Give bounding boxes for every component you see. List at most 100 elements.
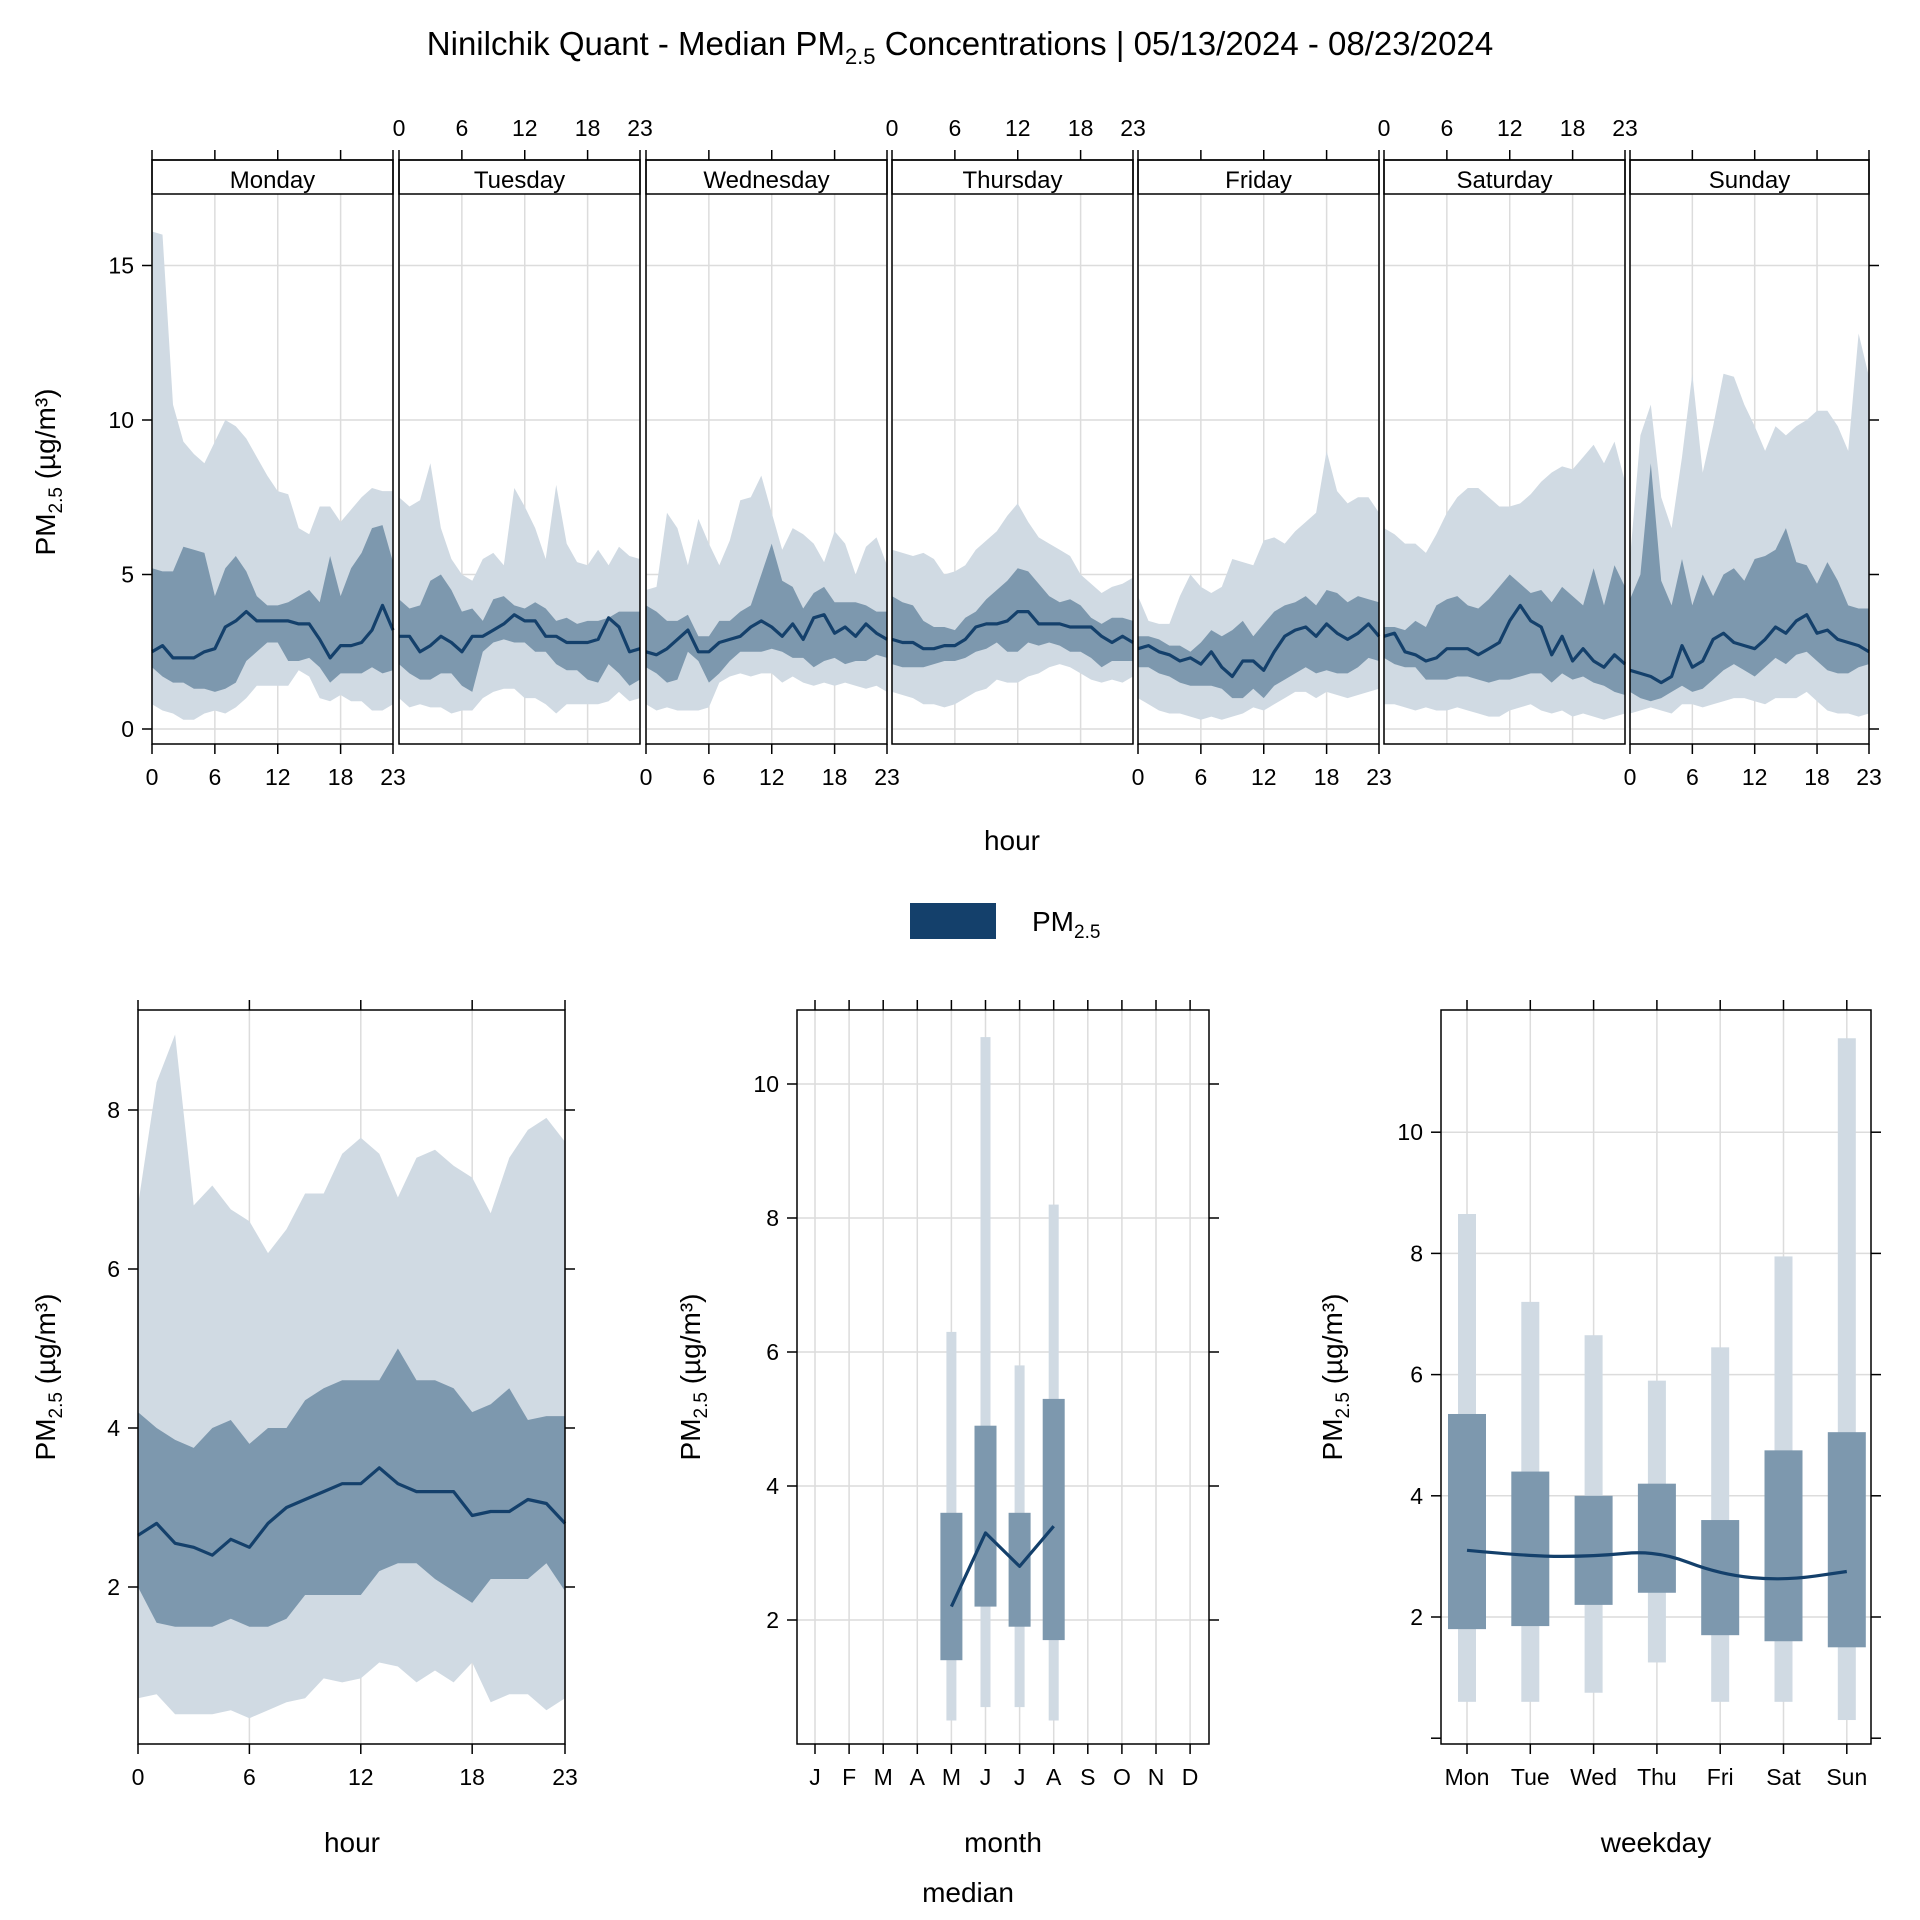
panel-frame	[151, 159, 394, 745]
y-label-main: PM	[675, 1418, 706, 1460]
panel-frame	[1383, 159, 1626, 745]
x-tick-label: 23	[380, 764, 406, 790]
strip	[645, 159, 888, 195]
legend-swatch	[910, 903, 996, 939]
y-tick-label: 6	[107, 1256, 120, 1282]
y-label-sub: 2.5	[46, 487, 67, 513]
x-tick-label: A	[1046, 1764, 1062, 1790]
x-tick-label: 0	[640, 764, 653, 790]
iqr-bar-a	[1042, 1398, 1065, 1641]
hour-chart: 2 4 6 8 0 6 12 18 23 PM2.5 (µg/m³) hour	[30, 1000, 578, 1858]
x-tick-label: 23	[627, 115, 653, 141]
x-tick-label: Fri	[1707, 1764, 1734, 1790]
panel-frame	[398, 159, 641, 745]
day-hour-chart: Monday 0 6 12 18 23 Tuesday 0 6 12 18 23 Wednesday 0 6…	[30, 115, 1882, 856]
x-tick-label: 0	[146, 764, 159, 790]
panel-wednesday: Wednesday 0 6 12 18 23	[640, 159, 900, 790]
panel-label-saturday: Saturday	[1456, 167, 1552, 194]
panel-friday: Friday 0 6 12 18 23	[1132, 159, 1392, 790]
median-line	[1466, 1548, 1848, 1581]
y-label-sub: 2.5	[1333, 1392, 1354, 1418]
x-tick-label: O	[1113, 1764, 1131, 1790]
y-tick-label: 15	[108, 253, 134, 279]
y-tick-label: 10	[108, 407, 134, 433]
x-tick-label: 0	[1132, 764, 1145, 790]
x-tick-label: 6	[243, 1764, 256, 1790]
y-tick-label: 4	[1410, 1483, 1423, 1509]
iqr-band	[1630, 463, 1869, 702]
x-tick-label: 18	[328, 764, 354, 790]
iqr-bar-m	[940, 1512, 963, 1661]
x-tick-label: M	[942, 1764, 961, 1790]
x-axis-label: month	[964, 1827, 1042, 1858]
y-axis-label: PM2.5 (µg/m³)	[1317, 1294, 1354, 1461]
x-axis-label: hour	[984, 825, 1040, 856]
y-tick-label: 6	[766, 1339, 779, 1365]
y-label-unit: (µg/m³)	[30, 389, 61, 488]
x-tick-label: 23	[1612, 115, 1638, 141]
legend-label: PM2.5	[1032, 906, 1100, 943]
x-tick-label: 23	[874, 764, 900, 790]
x-tick-label: 6	[1440, 115, 1453, 141]
x-tick-label: D	[1182, 1764, 1199, 1790]
y-axis-label: PM2.5 (µg/m³)	[30, 389, 67, 556]
x-tick-label: J	[809, 1764, 821, 1790]
x-tick-label: 18	[822, 764, 848, 790]
x-tick-label: F	[842, 1764, 856, 1790]
iqr-band	[138, 1348, 565, 1627]
plot-frame	[796, 1009, 1210, 1745]
panel-frame	[891, 159, 1134, 745]
x-tick-label: 23	[1120, 115, 1146, 141]
iqr-band	[646, 543, 887, 683]
x-axis-label: hour	[324, 1827, 380, 1858]
x-tick-label: 12	[1742, 764, 1768, 790]
y-tick-label: 6	[1410, 1362, 1423, 1388]
iqr-bar-wed	[1574, 1495, 1613, 1605]
x-tick-label: 12	[265, 764, 291, 790]
iqr-band	[399, 574, 640, 692]
y-tick-label: 0	[121, 716, 134, 742]
iqr-bar-fri	[1701, 1520, 1740, 1636]
y-tick-label: 4	[766, 1473, 779, 1499]
y-tick-label: 4	[107, 1415, 120, 1441]
x-tick-label: N	[1148, 1764, 1165, 1790]
y-label-sub: 2.5	[691, 1392, 712, 1418]
median-line	[645, 613, 888, 657]
y-tick-label: 2	[766, 1607, 779, 1633]
median-line	[891, 610, 1134, 651]
panel-saturday: Saturday 0 6 12 18 23	[1378, 115, 1638, 745]
x-tick-label: M	[874, 1764, 893, 1790]
iqr-bar-sun	[1827, 1432, 1866, 1648]
strip	[1137, 159, 1380, 195]
median-line	[399, 613, 641, 654]
iqr-band	[1138, 590, 1379, 699]
x-tick-label: 6	[1686, 764, 1699, 790]
y-label-unit: (µg/m³)	[675, 1294, 706, 1393]
x-tick-label: Mon	[1445, 1764, 1490, 1790]
panel-frame	[1629, 159, 1870, 745]
iqr-bar-sat	[1764, 1450, 1803, 1642]
panel-sunday: Sunday 0 6 12 18 23	[1624, 159, 1882, 790]
x-tick-label: 12	[512, 115, 538, 141]
x-tick-label: 18	[575, 115, 601, 141]
x-tick-label: A	[910, 1764, 926, 1790]
y-tick-label: 10	[1397, 1119, 1423, 1145]
x-tick-label: 0	[1378, 115, 1391, 141]
panel-label-sunday: Sunday	[1709, 167, 1790, 194]
x-tick-label: 18	[1068, 115, 1094, 141]
legend: PM2.5	[910, 903, 1100, 943]
x-tick-label: Sat	[1766, 1764, 1801, 1790]
range-bar-j	[980, 1037, 991, 1708]
y-axis-label: PM2.5 (µg/m³)	[675, 1294, 712, 1461]
strip	[151, 159, 394, 195]
bottom-caption: median	[922, 1877, 1014, 1908]
median-line	[151, 603, 395, 660]
figure-title: Ninilchik Quant - Median PM2.5 Concentra…	[427, 25, 1493, 69]
median-line	[1383, 603, 1627, 669]
x-tick-label: S	[1080, 1764, 1095, 1790]
y-tick-label: 2	[1410, 1604, 1423, 1630]
panel-label-friday: Friday	[1225, 167, 1292, 194]
plot-frame	[137, 1009, 566, 1745]
y-label-unit: (µg/m³)	[30, 1294, 61, 1393]
